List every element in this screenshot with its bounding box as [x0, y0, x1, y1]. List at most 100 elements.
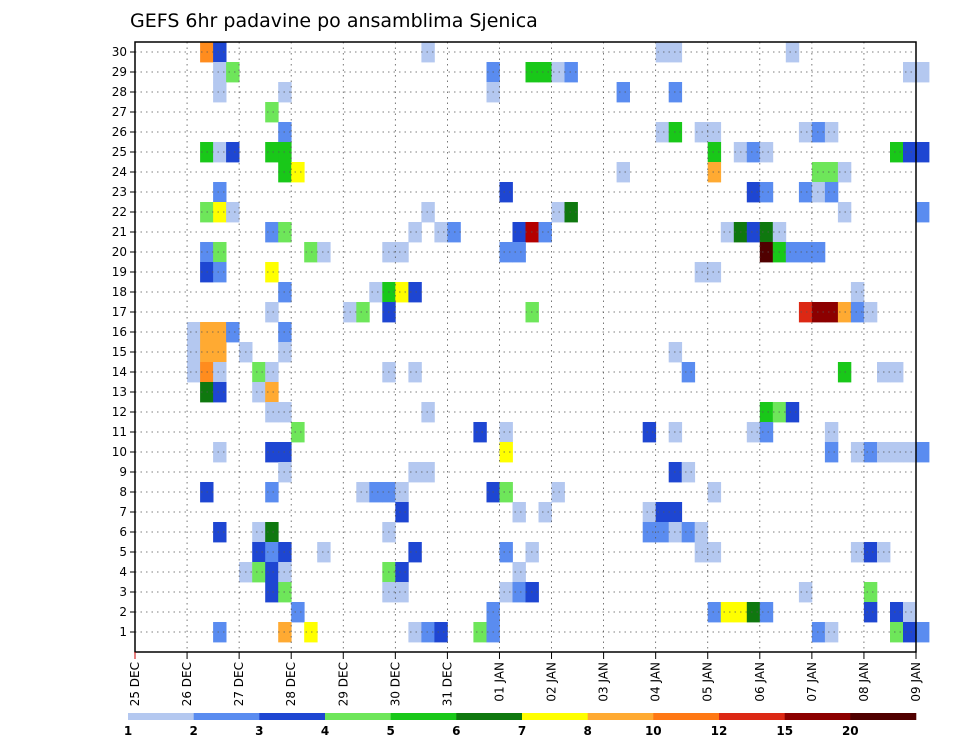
heatmap-cell — [759, 142, 774, 163]
heatmap-cell — [499, 422, 513, 443]
heatmap-cell — [408, 282, 422, 303]
legend-label: 6 — [452, 724, 460, 738]
heatmap-cell — [863, 542, 878, 563]
x-tick-label: 26 DEC — [180, 662, 194, 706]
y-tick-label: 21 — [112, 225, 127, 239]
x-tick-label: 01 JAN — [492, 662, 506, 702]
heatmap-cell — [395, 502, 409, 523]
heatmap-cell — [916, 202, 930, 223]
y-tick-label: 5 — [119, 545, 127, 559]
heatmap-cell — [265, 562, 279, 583]
heatmap-cell — [824, 122, 839, 143]
y-tick-label: 9 — [119, 465, 127, 479]
heatmap-cell — [746, 602, 761, 623]
x-tick-label: 30 DEC — [388, 662, 402, 706]
heatmap-cell — [369, 282, 383, 303]
heatmap-cell — [265, 542, 279, 563]
heatmap-cell — [811, 302, 826, 323]
heatmap-cell — [746, 422, 761, 443]
heatmap-cell — [213, 82, 227, 103]
heatmap-cell — [408, 222, 422, 243]
heatmap-cell — [499, 542, 513, 563]
heatmap-cell — [811, 622, 826, 643]
x-tick-label: 02 JAN — [545, 662, 559, 702]
heatmap-cell — [746, 142, 761, 163]
heatmap-cell — [434, 222, 448, 243]
heatmap-cell — [226, 142, 240, 163]
heatmap-cell — [252, 562, 266, 583]
heatmap-cell — [890, 362, 904, 383]
heatmap-cell — [512, 222, 526, 243]
color-legend: 1 2 3 4 5 6 7 8 10 12 15 20 — [124, 713, 917, 738]
heatmap-cell — [291, 602, 305, 623]
y-tick-label: 3 — [119, 585, 127, 599]
heatmap-cell — [785, 242, 800, 263]
y-tick-label: 23 — [112, 185, 127, 199]
legend-swatch — [850, 713, 917, 720]
y-tick-label: 18 — [112, 285, 127, 299]
heatmap-cell — [213, 522, 227, 543]
heatmap-cell — [850, 302, 865, 323]
heatmap-cell — [213, 182, 227, 203]
heatmap-cell — [499, 582, 513, 603]
heatmap-cell — [811, 162, 826, 183]
heatmap-cell — [890, 602, 904, 623]
heatmap-cell — [265, 262, 279, 283]
legend-label: 4 — [321, 724, 329, 738]
heatmap-cell — [707, 602, 722, 623]
heatmap-cell — [798, 582, 813, 603]
heatmap-cell — [707, 142, 722, 163]
heatmap-cell — [759, 242, 774, 263]
heatmap-cell — [850, 282, 865, 303]
grid-lines — [135, 42, 916, 652]
x-tick-label: 07 JAN — [805, 662, 819, 702]
heatmap-cell — [499, 182, 513, 203]
y-tick-label: 25 — [112, 145, 127, 159]
y-tick-label: 19 — [112, 265, 127, 279]
x-tick-label: 28 DEC — [284, 662, 298, 706]
y-tick-label: 12 — [112, 405, 127, 419]
heatmap-cell — [903, 62, 917, 83]
heatmap-cell — [551, 62, 565, 83]
heatmap-cell — [694, 262, 709, 283]
legend-label: 3 — [255, 724, 263, 738]
heatmap-cell — [213, 382, 227, 403]
heatmap-cell — [265, 482, 279, 503]
x-tick-label: 27 DEC — [232, 662, 246, 706]
heatmap-cell — [564, 62, 578, 83]
y-tick-label: 28 — [112, 85, 127, 99]
heatmap-cell — [811, 242, 826, 263]
heatmap-cell — [707, 262, 722, 283]
heatmap-cell — [642, 502, 657, 523]
heatmap-cell — [720, 602, 735, 623]
heatmap-cell — [512, 242, 526, 263]
heatmap-cell — [707, 122, 722, 143]
heatmap-cell — [655, 122, 670, 143]
heatmap-cell — [538, 62, 552, 83]
y-tick-label: 1 — [119, 625, 127, 639]
heatmap-cell — [916, 442, 930, 463]
heatmap-cell — [356, 302, 370, 323]
heatmap-cell — [681, 462, 696, 483]
heatmap-cell — [226, 202, 240, 223]
heatmap-cell — [213, 622, 227, 643]
heatmap-cell — [655, 522, 670, 543]
heatmap-cell — [850, 542, 865, 563]
heatmap-cell — [213, 142, 227, 163]
heatmap-cell — [512, 562, 526, 583]
heatmap-cell — [421, 402, 435, 423]
x-tick-label: 08 JAN — [857, 662, 871, 702]
heatmap-cell — [903, 442, 917, 463]
heatmap-cell — [499, 482, 513, 503]
legend-label: 8 — [584, 724, 592, 738]
heatmap-cell — [187, 322, 201, 343]
heatmap-cell — [356, 482, 370, 503]
y-tick-label: 8 — [119, 485, 127, 499]
heatmap-cell — [564, 202, 578, 223]
heatmap-cell — [395, 482, 409, 503]
y-tick-label: 24 — [112, 165, 127, 179]
y-tick-label: 27 — [112, 105, 127, 119]
y-axis: 1234567891011121314151617181920212223242… — [112, 45, 135, 639]
heatmap-cell — [265, 362, 279, 383]
